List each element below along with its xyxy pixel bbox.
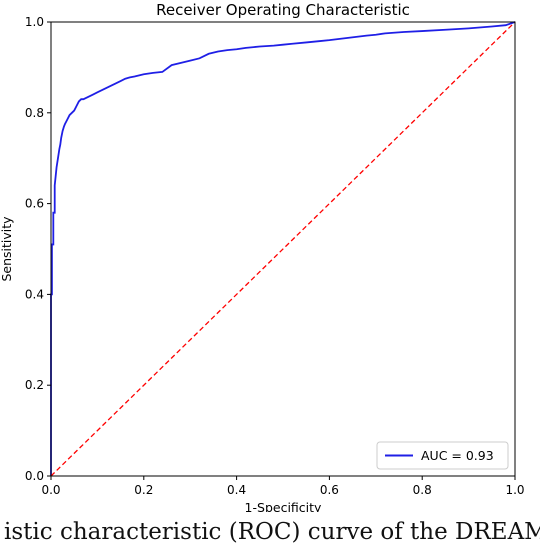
roc-curve-line — [50, 21, 516, 476]
x-tick-label: 0.4 — [227, 483, 246, 497]
legend-box — [376, 441, 509, 470]
y-tick-label: 0.8 — [25, 106, 44, 120]
y-tick-label: 1.0 — [25, 15, 44, 29]
figure-caption: istic characteristic (ROC) curve of the … — [4, 519, 540, 545]
legend-label: AUC = 0.93 — [421, 448, 494, 463]
y-axis-label: Sensitivity — [0, 216, 14, 282]
chance-diagonal-line — [50, 21, 516, 477]
x-axis-label: 1-Specificity — [245, 500, 322, 512]
x-axis-ticks: 0.0 0.2 0.4 0.6 0.8 1.0 — [41, 476, 525, 497]
chart-title: Receiver Operating Characteristic — [156, 1, 410, 19]
y-axis-ticks: 0.0 0.2 0.4 0.6 0.8 1.0 — [25, 15, 51, 483]
x-tick-label: 0.2 — [134, 483, 153, 497]
plot-frame — [50, 21, 516, 477]
x-tick-label: 1.0 — [505, 483, 524, 497]
y-tick-label: 0.4 — [25, 287, 44, 301]
y-tick-label: 0.6 — [25, 197, 44, 211]
y-tick-label: 0.2 — [25, 378, 44, 392]
x-tick-label: 0.6 — [320, 483, 339, 497]
y-tick-label: 0.0 — [25, 469, 44, 483]
x-tick-label: 0.8 — [413, 483, 432, 497]
roc-chart: Receiver Operating Characteristic 0.0 0.2… — [0, 1, 525, 512]
legend: AUC = 0.93 — [376, 441, 509, 470]
plot-area — [50, 21, 516, 477]
x-tick-label: 0.0 — [41, 483, 60, 497]
